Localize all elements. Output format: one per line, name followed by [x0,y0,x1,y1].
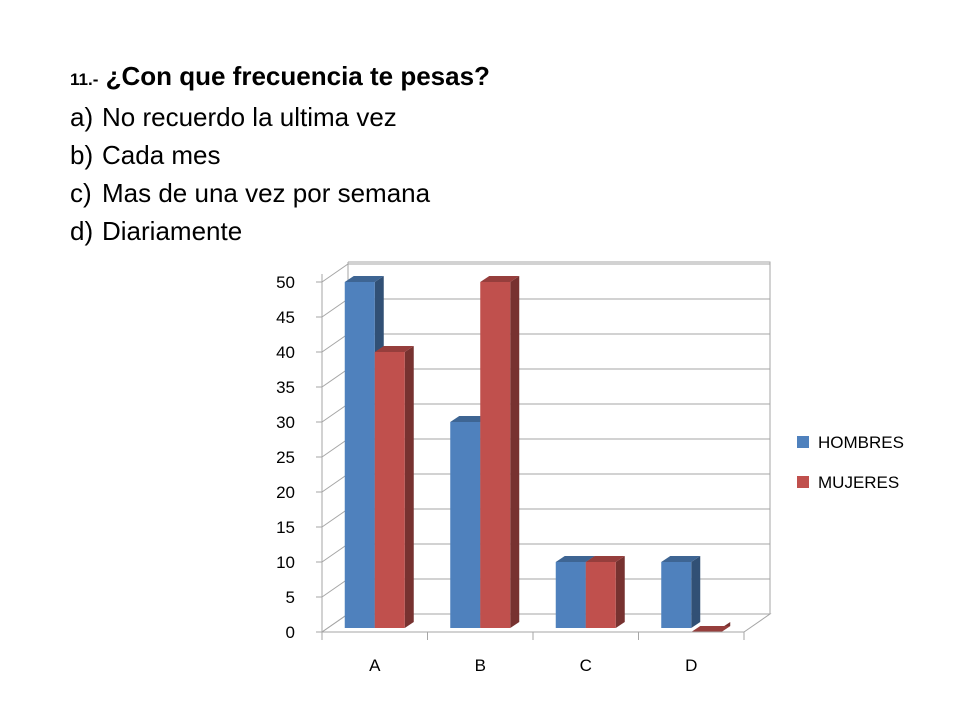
bar-top [450,416,490,422]
chart-legend: HOMBRES MUJERES [797,433,904,492]
option-b-text: Cada mes [102,140,221,170]
bar-mujeres-a [374,346,414,628]
option-d: d) Diariamente [70,212,490,250]
bar-top [374,346,414,352]
option-b: b) Cada mes [70,136,490,174]
bar-top [661,556,701,562]
bar-hombres-d [661,556,701,628]
bar-top [555,556,595,562]
y-axis: 0 5 10 15 20 25 30 35 40 45 50 [276,262,349,642]
bar-front [661,562,692,628]
bar-top [585,556,625,562]
option-b-letter: b) [70,140,94,170]
bar-mujeres-c [585,556,625,628]
x-axis: A B C D [321,631,745,675]
back-wall-outline [348,261,771,614]
y-tick-label: 30 [276,413,295,432]
option-c-text: Mas de una vez por semana [102,178,431,208]
bar-front [585,562,616,628]
bar-front [555,562,586,628]
question-block: 11.- ¿Con que frecuencia te pesas? a) No … [70,58,490,250]
question-title: 11.- ¿Con que frecuencia te pesas? [70,58,490,98]
option-a-text: No recuerdo la ultima vez [102,102,397,132]
option-c-letter: c) [70,178,92,208]
option-c: c) Mas de una vez por semana [70,174,490,212]
question-number: 11.- [70,70,99,89]
legend-swatch-mujeres [797,476,809,488]
x-tick-label: C [580,656,592,675]
option-d-text: Diariamente [102,216,243,246]
y-tick-label: 0 [286,623,295,642]
question-text: ¿Con que frecuencia te pesas? [105,61,490,91]
bar-mujeres-d [691,622,731,632]
bar-side [510,276,520,628]
x-tick-label: D [685,656,697,675]
bar-front [344,282,375,628]
y-tick-label: 40 [276,343,295,362]
bar-top [480,276,520,282]
chart-bars [344,276,731,632]
gridline [321,298,770,318]
option-d-letter: d) [70,216,94,246]
y-tick-label: 45 [276,308,295,327]
bar-side [615,556,625,628]
bar-side [691,556,701,628]
bar-front [450,422,481,628]
bar-side [404,346,414,628]
y-tick-label: 10 [276,553,295,572]
bar-front [480,282,511,628]
bar-top [691,626,731,632]
bar-top [344,276,384,282]
legend-label-hombres: HOMBRES [818,433,904,452]
legend-swatch-hombres [797,436,809,448]
y-tick-label: 20 [276,483,295,502]
legend-label-mujeres: MUJERES [818,473,899,492]
y-tick-label: 15 [276,518,295,537]
y-tick-label: 25 [276,448,295,467]
y-tick-label: 50 [276,273,295,292]
x-tick-label: B [475,656,486,675]
bar-front [374,352,405,628]
gridline [321,263,770,283]
y-tick-label: 5 [286,588,295,607]
x-tick-label: A [369,656,381,675]
option-a-letter: a) [70,102,94,132]
y-tick-label: 35 [276,378,295,397]
option-a: a) No recuerdo la ultima vez [70,98,490,136]
bar-mujeres-b [480,276,520,628]
